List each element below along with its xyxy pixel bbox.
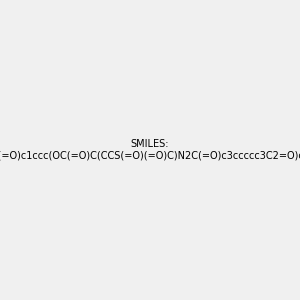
Text: SMILES:
CC(=O)c1ccc(OC(=O)C(CCS(=O)(=O)C)N2C(=O)c3ccccc3C2=O)cc1: SMILES: CC(=O)c1ccc(OC(=O)C(CCS(=O)(=O)C…	[0, 139, 300, 161]
